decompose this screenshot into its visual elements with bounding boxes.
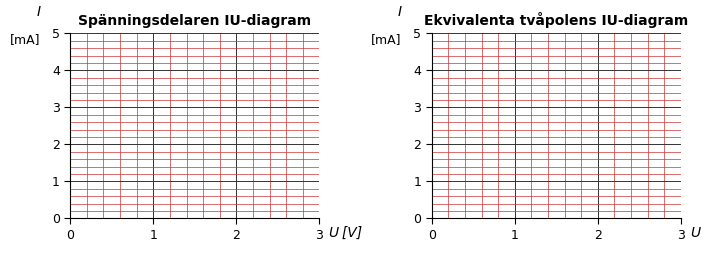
Title: Spänningsdelaren IU-diagram: Spänningsdelaren IU-diagram xyxy=(79,14,312,28)
Text: [mA]: [mA] xyxy=(10,33,40,46)
Text: U [V]: U [V] xyxy=(691,226,702,240)
Text: I: I xyxy=(397,5,402,19)
Text: I: I xyxy=(37,5,40,19)
Text: [mA]: [mA] xyxy=(371,33,402,46)
Text: U [V]: U [V] xyxy=(329,226,362,240)
Title: Ekvivalenta tvåpolens IU-diagram: Ekvivalenta tvåpolens IU-diagram xyxy=(424,12,689,28)
